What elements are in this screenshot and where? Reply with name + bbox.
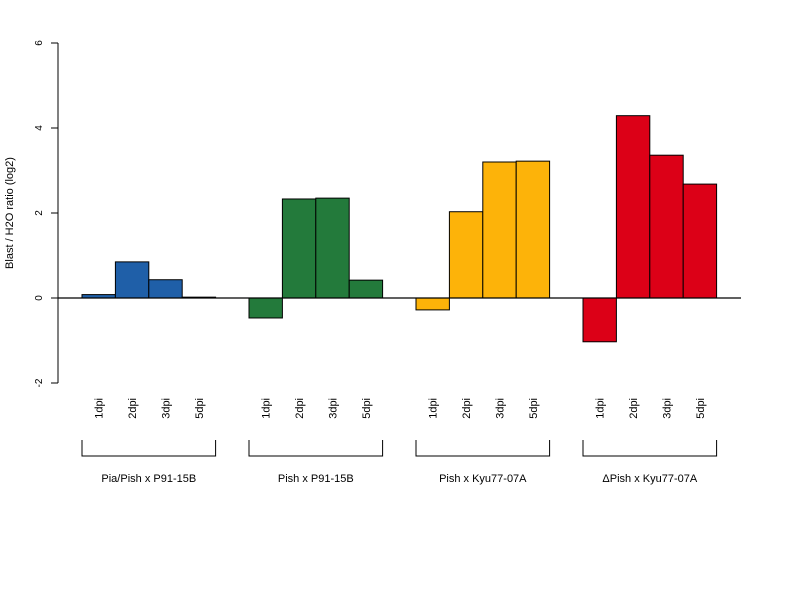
bar bbox=[281, 198, 317, 299]
bar bbox=[114, 261, 150, 299]
category-label: 2dpi bbox=[461, 398, 473, 419]
category-label: 1dpi bbox=[94, 398, 106, 419]
y-tick-label: 4 bbox=[34, 125, 45, 131]
category-label: 5dpi bbox=[695, 398, 707, 419]
category-label: 1dpi bbox=[261, 398, 273, 419]
bar bbox=[482, 161, 517, 299]
y-tick-label: 6 bbox=[34, 40, 45, 46]
bar bbox=[348, 279, 384, 299]
bar bbox=[649, 154, 684, 299]
category-label: 1dpi bbox=[428, 398, 440, 419]
category-label: 5dpi bbox=[194, 398, 206, 419]
bar bbox=[682, 183, 718, 299]
bar bbox=[315, 197, 350, 299]
category-label: 2dpi bbox=[628, 398, 640, 419]
category-label: 2dpi bbox=[294, 398, 306, 419]
y-axis: -2 0 2 4 6 bbox=[34, 40, 59, 387]
category-label: 2dpi bbox=[127, 398, 139, 419]
group-bracket bbox=[582, 440, 718, 457]
group-label: Pish x P91-15B bbox=[278, 473, 354, 485]
category-label: 3dpi bbox=[495, 398, 507, 419]
category-label: 5dpi bbox=[361, 398, 373, 419]
group-label: Pish x Kyu77-07A bbox=[439, 473, 527, 485]
category-label: 3dpi bbox=[662, 398, 674, 419]
category-label: 1dpi bbox=[595, 398, 607, 419]
bar bbox=[582, 297, 617, 343]
bar bbox=[615, 115, 651, 299]
y-tick-label: 0 bbox=[34, 295, 45, 301]
group-bracket bbox=[415, 440, 551, 457]
category-label: 3dpi bbox=[328, 398, 340, 419]
group-label: Pia/Pish x P91-15B bbox=[101, 473, 196, 485]
y-tick-label: 2 bbox=[34, 210, 45, 216]
y-tick-label: -2 bbox=[34, 378, 45, 387]
bar bbox=[448, 211, 484, 299]
group-brackets: Pia/Pish x P91-15B Pish x P91-15B Pish x K… bbox=[81, 440, 718, 485]
category-label: 5dpi bbox=[528, 398, 540, 419]
group-bracket bbox=[248, 440, 384, 457]
category-labels: 1dpi 2dpi 3dpi 5dpi 1dpi 2dpi 3dpi 5dpi 1dpi 2dpi… bbox=[94, 398, 707, 419]
bar bbox=[415, 297, 450, 311]
group-bracket bbox=[81, 440, 217, 457]
y-axis-label: Blast / H2O ratio (log2) bbox=[4, 157, 16, 269]
bar bbox=[515, 160, 551, 299]
bar bbox=[248, 297, 283, 319]
bars bbox=[81, 115, 718, 343]
group-label: ΔPish x Kyu77-07A bbox=[602, 473, 697, 485]
bar bbox=[148, 279, 183, 299]
category-label: 3dpi bbox=[161, 398, 173, 419]
